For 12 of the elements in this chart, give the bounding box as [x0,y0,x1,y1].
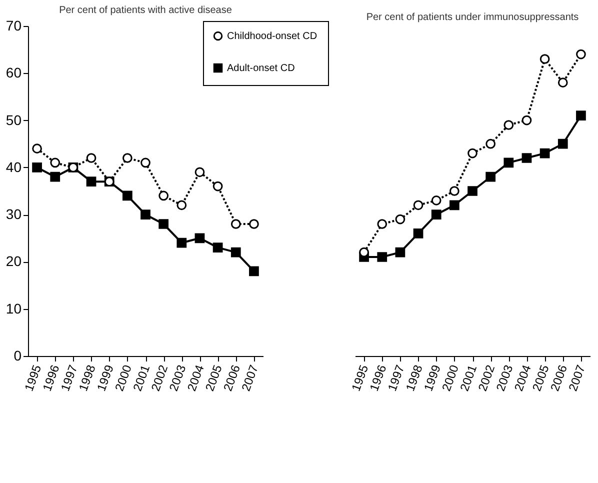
y-tick-label: 40 [6,158,22,175]
y-tick-label: 30 [6,206,22,222]
y-tick-label: 20 [6,253,22,270]
chart-title: Per cent of patients under immunosuppressants [366,12,579,23]
y-tick-label: 60 [6,64,22,81]
y-tick-label: 0 [14,348,22,364]
legend-label: Adult-onset CD [227,63,295,74]
chart-title: Per cent of patients with active disease [59,5,232,16]
legend-label: Childhood-onset CD [227,31,318,42]
y-tick-label: 70 [6,18,22,34]
y-tick-label: 10 [6,300,22,316]
y-tick-label: 50 [6,112,22,128]
